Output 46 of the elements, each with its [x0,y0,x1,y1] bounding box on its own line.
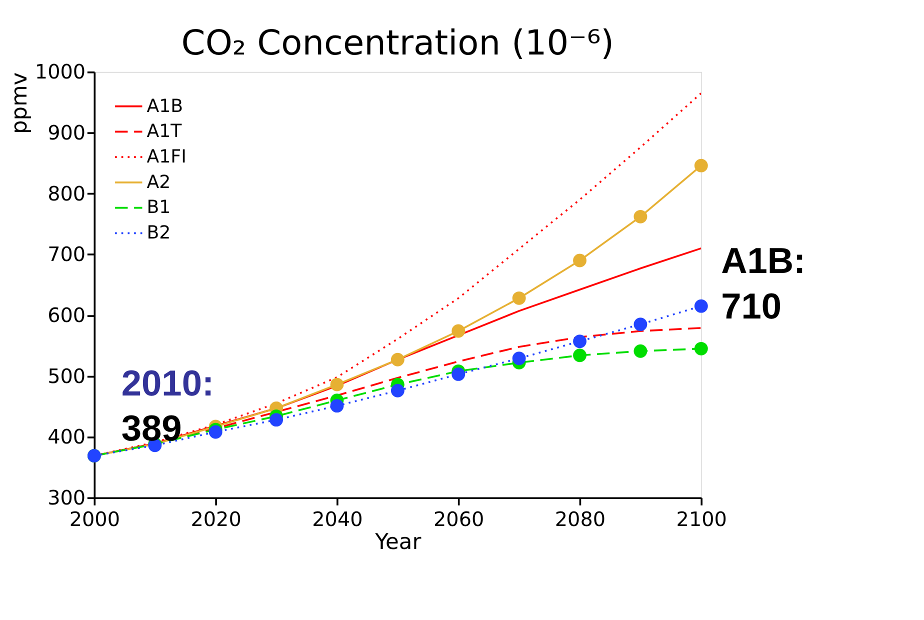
point [573,254,586,268]
chart-title: CO₂ Concentration (10⁻⁶) [181,24,614,64]
legend-label: A1B [146,96,184,117]
y-tick-label: 700 [48,243,86,266]
legend-label: A1T [146,121,183,142]
point [694,342,708,356]
point [270,413,284,427]
x-tick-label: 2040 [312,508,363,532]
y-tick-label: 900 [48,122,86,145]
point [452,368,466,381]
x-tick-label: 2080 [554,508,606,532]
point [573,334,586,348]
point [694,158,708,172]
point [634,210,648,224]
point [330,399,344,413]
annotation: 2010: [121,362,214,404]
point [390,384,404,398]
y-axis-title: ppmv [8,72,33,134]
y-tick-label: 300 [48,486,86,510]
y-tick-label: 400 [48,426,86,449]
point [694,299,708,313]
point [573,348,586,362]
point [452,324,466,338]
point [512,352,526,366]
x-tick-label: 2060 [433,508,484,532]
x-axis-title: Year [374,530,422,555]
legend-label: B2 [146,222,171,244]
legend-label: A1FI [146,146,186,168]
x-tick-label: 2020 [190,508,242,532]
text: 710 [721,285,782,326]
annotation: 389 [121,408,182,449]
y-tick-label: 1000 [34,60,86,84]
point [512,291,526,305]
legend-label: B1 [146,197,171,218]
legend-label: A2 [146,172,171,193]
x-tick-label: 2100 [676,508,727,532]
point [208,425,222,439]
y-tick-label: 800 [48,182,86,206]
point [634,344,648,358]
y-tick-label: 500 [48,364,86,388]
text: A1B: [721,240,806,282]
point [390,352,404,366]
x-tick-label: 2000 [69,508,120,532]
y-tick-label: 600 [48,304,86,328]
point [330,378,344,392]
point [634,318,648,332]
